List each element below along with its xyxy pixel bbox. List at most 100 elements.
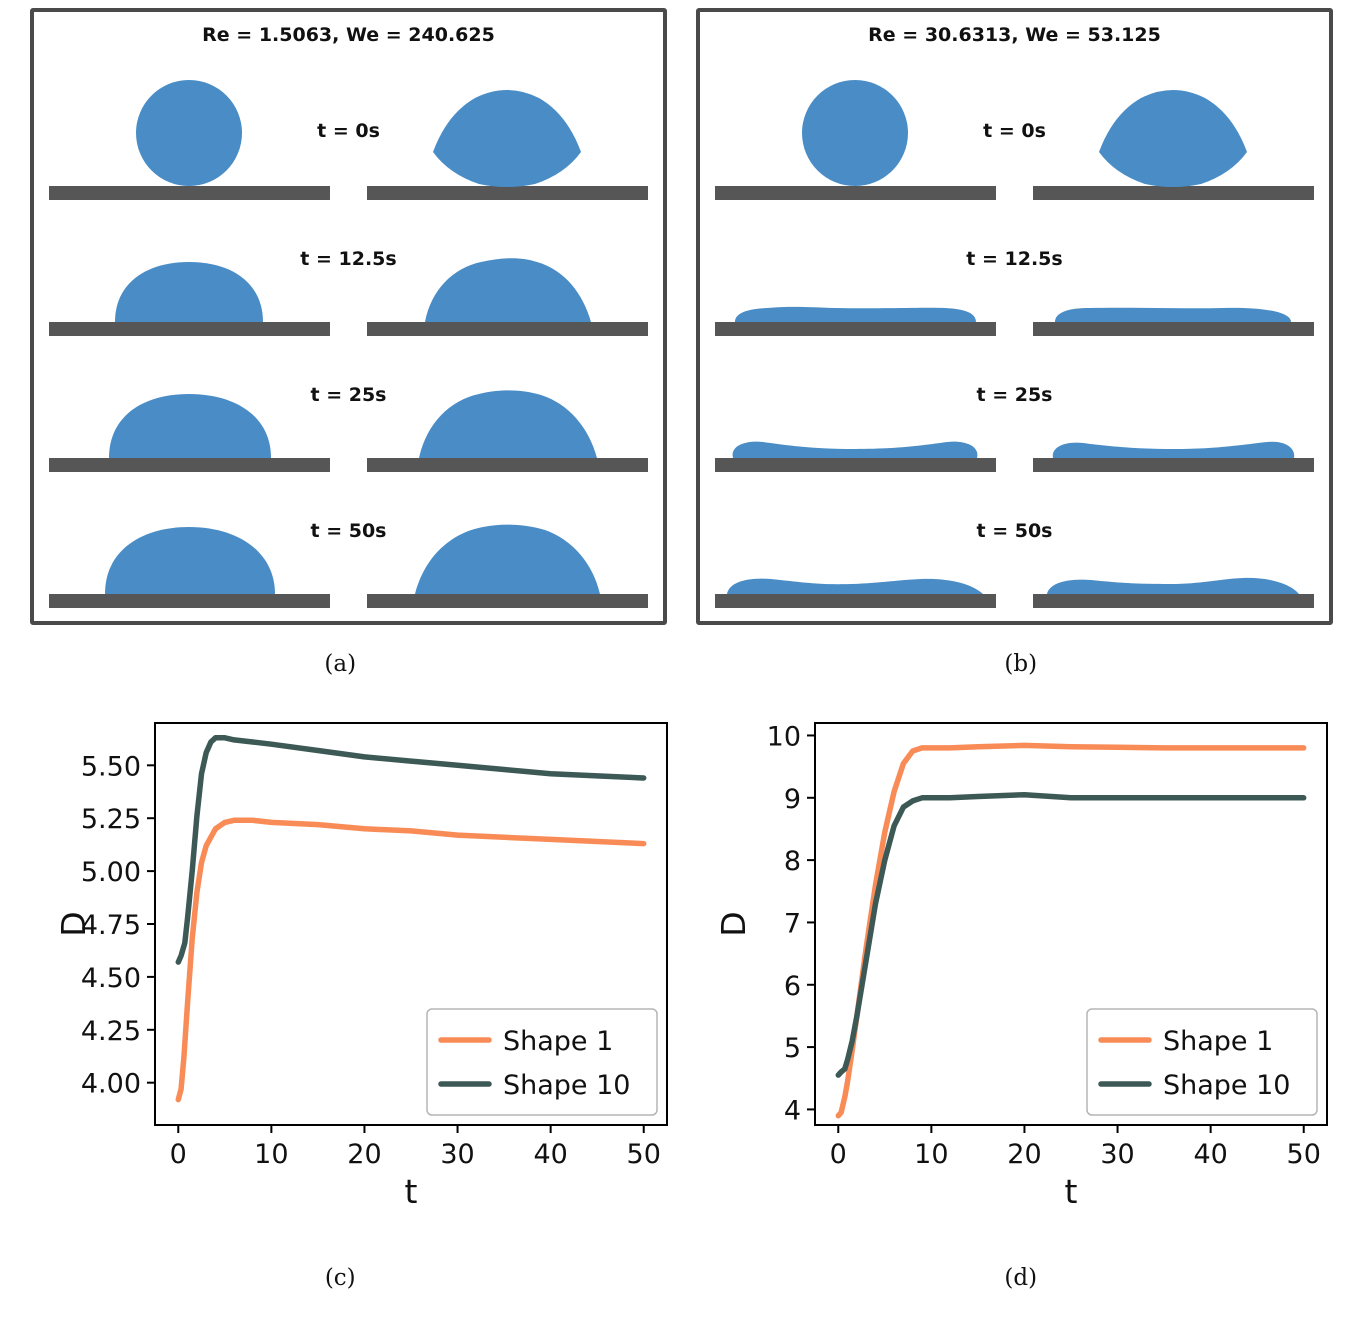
plot-frame bbox=[814, 722, 1328, 1126]
y-tick-label: 5 bbox=[784, 1033, 801, 1064]
surface-bar bbox=[715, 186, 996, 200]
droplet-panels: Re = 1.5063, We = 240.625 t = 0s t = 12.5… bbox=[0, 0, 1361, 625]
droplet-shape bbox=[105, 527, 275, 594]
panel-b-title: Re = 30.6313, We = 53.125 bbox=[868, 24, 1161, 46]
droplet-shape bbox=[1052, 441, 1295, 458]
droplet-dome-bumpy-medium bbox=[367, 390, 648, 472]
panel-b-rows: t = 0s t = 12.5s t = 25s t = 50s bbox=[700, 50, 1329, 608]
subfigure-label-c: (c) bbox=[324, 1265, 356, 1291]
droplet-row: t = 25s bbox=[700, 336, 1329, 472]
droplet-dome-large bbox=[49, 527, 330, 608]
droplet-shape bbox=[1099, 90, 1247, 187]
panel-a-title: Re = 1.5063, We = 240.625 bbox=[202, 24, 495, 46]
droplet-shape bbox=[1055, 307, 1291, 322]
droplet-dome-medium bbox=[49, 394, 330, 472]
subfigure-label-b: (b) bbox=[1004, 651, 1038, 677]
droplet-shape bbox=[732, 441, 978, 458]
time-label: t = 50s bbox=[310, 520, 387, 542]
droplet-shape bbox=[419, 390, 597, 458]
sublabels-cd: (c) (d) bbox=[0, 1265, 1361, 1291]
time-label: t = 12.5s bbox=[966, 248, 1063, 270]
subfigure-label-d: (d) bbox=[1004, 1265, 1038, 1291]
surface-bar bbox=[715, 322, 996, 336]
surface-bar bbox=[1033, 594, 1314, 608]
y-axis-label: D bbox=[715, 911, 753, 936]
subfigure-label-a: (a) bbox=[324, 651, 357, 677]
y-tick-label: 10 bbox=[767, 721, 801, 752]
droplet-blob-angular bbox=[367, 90, 648, 200]
y-tick-label: 4.00 bbox=[81, 1069, 141, 1100]
y-axis-label: D bbox=[55, 911, 93, 936]
time-label: t = 25s bbox=[976, 384, 1053, 406]
panel-b: Re = 30.6313, We = 53.125 t = 0s t = 12.5… bbox=[696, 8, 1333, 625]
panel-a-rows: t = 0s t = 12.5s t = 25s t = 50s bbox=[34, 50, 663, 608]
time-label: t = 25s bbox=[310, 384, 387, 406]
x-tick-label: 20 bbox=[1007, 1139, 1041, 1170]
x-tick-label: 50 bbox=[627, 1139, 661, 1170]
droplet-blob-round bbox=[715, 80, 996, 200]
surface-bar bbox=[49, 458, 330, 472]
droplet-shape bbox=[136, 80, 242, 186]
panel-a: Re = 1.5063, We = 240.625 t = 0s t = 12.5… bbox=[30, 8, 667, 625]
x-tick-label: 0 bbox=[830, 1139, 847, 1170]
droplet-shape bbox=[1047, 577, 1299, 594]
x-tick-label: 20 bbox=[347, 1139, 381, 1170]
droplet-shape bbox=[802, 80, 908, 186]
legend: Shape 1 Shape 10 bbox=[426, 1008, 658, 1116]
legend: Shape 1 Shape 10 bbox=[1086, 1008, 1318, 1116]
surface-bar bbox=[367, 322, 648, 336]
surface-bar bbox=[367, 594, 648, 608]
legend-label: Shape 1 bbox=[503, 1026, 613, 1057]
droplet-row: t = 50s bbox=[700, 472, 1329, 608]
surface-bar bbox=[367, 458, 648, 472]
y-tick-label: 5.00 bbox=[81, 857, 141, 888]
series-line-shape-1 bbox=[835, 742, 1307, 1119]
droplet-dome-bumpy-small bbox=[367, 258, 648, 336]
time-label: t = 50s bbox=[976, 520, 1053, 542]
chart-d: 0 10 20 30 40 50 4 5 6 7 8 9 10 t D Shape 1 Shape 10 bbox=[715, 721, 1328, 1211]
series-line-shape-10 bbox=[835, 791, 1307, 1078]
droplet-blob-angular bbox=[1033, 90, 1314, 200]
droplet-shape bbox=[109, 394, 271, 458]
droplet-row: t = 12.5s bbox=[700, 200, 1329, 336]
x-tick-label: 10 bbox=[914, 1139, 948, 1170]
droplet-pancake-rim bbox=[715, 441, 996, 472]
droplet-row: t = 50s bbox=[34, 472, 663, 608]
y-tick-label: 5.50 bbox=[81, 751, 141, 782]
droplet-shape bbox=[415, 524, 600, 594]
charts: 0 10 20 30 40 50 4.00 4.25 4.50 4.75 5.00 5.25 5.50 t… bbox=[0, 677, 1361, 1217]
series-line-shape-10 bbox=[175, 735, 647, 965]
y-tick-label: 4.75 bbox=[81, 910, 141, 941]
droplet-dome-bumpy-large bbox=[367, 524, 648, 608]
droplet-row: t = 12.5s bbox=[34, 200, 663, 336]
droplet-dome-small bbox=[49, 262, 330, 336]
droplet-shape bbox=[425, 258, 591, 322]
surface-bar bbox=[1033, 186, 1314, 200]
surface-bar bbox=[49, 186, 330, 200]
x-tick-label: 10 bbox=[254, 1139, 288, 1170]
y-tick-label: 4.50 bbox=[81, 963, 141, 994]
y-tick-label: 4 bbox=[784, 1095, 801, 1126]
legend-box bbox=[1086, 1008, 1318, 1116]
droplet-blob-round bbox=[49, 80, 330, 200]
droplet-shape bbox=[727, 578, 983, 594]
series-line-shape-1 bbox=[175, 817, 647, 1103]
droplet-row: t = 0s bbox=[700, 50, 1329, 200]
y-tick-label: 7 bbox=[784, 908, 801, 939]
y-tick-label: 6 bbox=[784, 971, 801, 1002]
y-tick-label: 5.25 bbox=[81, 804, 141, 835]
droplet-shape bbox=[735, 306, 976, 322]
sublabels-ab: (a) (b) bbox=[0, 651, 1361, 677]
surface-bar bbox=[49, 322, 330, 336]
chart-c: 0 10 20 30 40 50 4.00 4.25 4.50 4.75 5.00 5.25 5.50 t… bbox=[55, 722, 668, 1211]
droplet-pancake-wavy bbox=[715, 578, 996, 608]
surface-bar bbox=[1033, 458, 1314, 472]
droplet-pancake-rim-2 bbox=[1033, 441, 1314, 472]
surface-bar bbox=[1033, 322, 1314, 336]
droplet-shape bbox=[115, 262, 263, 322]
legend-label: Shape 10 bbox=[1163, 1070, 1291, 1101]
y-tick-label: 9 bbox=[784, 784, 801, 815]
droplet-pancake-wavy-2 bbox=[1033, 577, 1314, 608]
y-tick-label: 4.25 bbox=[81, 1016, 141, 1047]
